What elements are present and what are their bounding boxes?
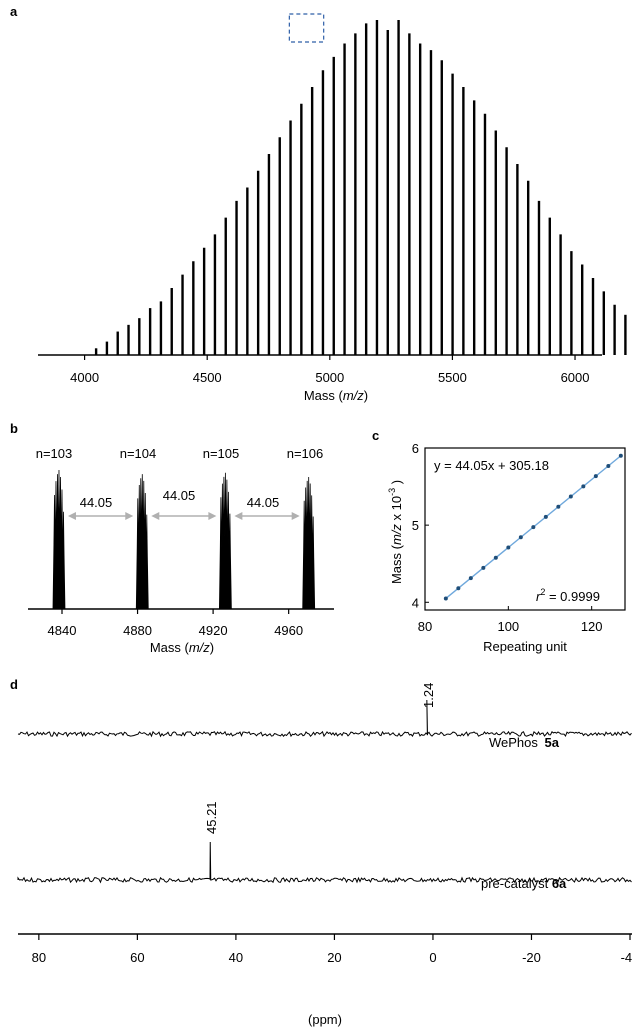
panel-c-point: [593, 474, 598, 479]
panel-d-trace1-label: WePhos 5a: [489, 735, 560, 750]
peak-label-n105: n=105: [203, 446, 240, 461]
panel-b-tick-label: 4960: [274, 623, 303, 638]
panel-b-arrow-head: [291, 512, 300, 520]
panel-d-peak-label-1: 1.24: [421, 683, 436, 708]
panel-c-x-tick-label: 80: [418, 619, 432, 634]
panel-b-peak: [302, 476, 316, 610]
panel-b-x-ticks: 4840 4880 4920 4960: [48, 609, 303, 638]
panel-d-tick-label: 80: [32, 950, 46, 965]
panel-c-point: [493, 555, 498, 560]
panel-c-point: [468, 576, 473, 581]
panel-d-tick-label: 20: [327, 950, 341, 965]
panel-c-equation: y = 44.05x + 305.18: [434, 458, 549, 473]
panel-c-label: c: [372, 428, 379, 443]
panel-c-point: [568, 494, 573, 499]
peak-label-n103: n=103: [36, 446, 73, 461]
panel-d-trace2-label: pre-catalyst 6a: [481, 876, 567, 891]
panel-a-zoom-box: [288, 13, 325, 43]
panel-c-data-points: [443, 453, 623, 601]
panel-a-tick-label: 5500: [438, 370, 467, 385]
panel-a-tick-label: 4500: [193, 370, 222, 385]
panel-c-point: [443, 596, 448, 601]
panel-b-arrow-head: [151, 512, 160, 520]
panel-c-point: [581, 484, 586, 489]
panel-c-r2: r2 = 0.9999: [536, 587, 600, 604]
panel-d-label: d: [10, 677, 18, 692]
panel-d-x-ticks: 80 60 40 20 0 -20 -40: [32, 934, 632, 965]
panel-b-tick-label: 4880: [123, 623, 152, 638]
panel-a-x-ticks: 4000 4500 5000 5500 6000: [70, 355, 589, 385]
panel-b-peaks: [52, 469, 316, 610]
panel-c-point: [556, 504, 561, 509]
panel-b-peak: [135, 474, 149, 610]
panel-b-arrow-head: [67, 512, 76, 520]
panel-b-arrow-head: [208, 512, 217, 520]
panel-d-tick-label: -40: [621, 950, 632, 965]
panel-a-label: a: [10, 4, 18, 19]
peak-label-n106: n=106: [287, 446, 324, 461]
panel-d-tick-label: 0: [429, 950, 436, 965]
spacing-label-3: 44.05: [247, 495, 280, 510]
panel-d-peak-label-2: 45.21: [204, 801, 219, 834]
panel-b-tick-label: 4920: [199, 623, 228, 638]
panel-c-point: [531, 525, 536, 530]
panel-d-tick-label: -20: [522, 950, 541, 965]
panel-d-x-axis-label: (ppm): [308, 1012, 342, 1027]
panel-b-tick-label: 4840: [48, 623, 77, 638]
panel-b-peak-labels: n=103 n=104 n=105 n=106: [36, 446, 324, 461]
panel-d-trace-wephos: [17, 699, 632, 738]
panel-c-point: [618, 453, 623, 458]
peak-label-n104: n=104: [120, 446, 157, 461]
panel-c-x-axis-label: Repeating unit: [483, 639, 567, 654]
panel-a-tick-label: 5000: [315, 370, 344, 385]
panel-a-x-axis-label: Mass (m/z): [304, 388, 368, 403]
panel-c-point: [506, 545, 511, 550]
panel-b-peak: [52, 469, 66, 610]
panel-c-frame: [424, 447, 626, 611]
panel-c-ticks: 80 100 120 4 5 6: [412, 441, 603, 634]
panel-b-x-axis-label: Mass (m/z): [150, 640, 214, 655]
panel-c-point: [481, 565, 486, 570]
panel-d-trace-precatalyst: [17, 841, 632, 884]
panel-c-point: [606, 463, 611, 468]
panel-a-peaks: [94, 20, 627, 355]
panel-d-tick-label: 60: [130, 950, 144, 965]
panel-b-label: b: [10, 421, 18, 436]
panel-d-tick-label: 40: [229, 950, 243, 965]
spacing-label-1: 44.05: [80, 495, 113, 510]
panel-c-y-tick-label: 4: [412, 595, 419, 610]
panel-c-y-tick-label: 5: [412, 518, 419, 533]
panel-c-x-tick-label: 120: [581, 619, 603, 634]
panel-c-point: [456, 586, 461, 591]
panel-c-y-tick-label: 6: [412, 441, 419, 456]
panel-c-y-axis-label: Mass (m/z x 10-3 ): [387, 480, 404, 584]
spacing-label-2: 44.05: [163, 488, 196, 503]
panel-a-tick-label: 6000: [561, 370, 590, 385]
panel-b-peak: [218, 472, 232, 610]
panel-c-point: [518, 535, 523, 540]
panel-c-point: [543, 514, 548, 519]
panel-c-x-tick-label: 100: [497, 619, 519, 634]
panel-b-arrow-head: [125, 512, 134, 520]
panel-b-arrow-head: [234, 512, 243, 520]
panel-b-spacing-arrows: [67, 512, 300, 520]
panel-a-tick-label: 4000: [70, 370, 99, 385]
